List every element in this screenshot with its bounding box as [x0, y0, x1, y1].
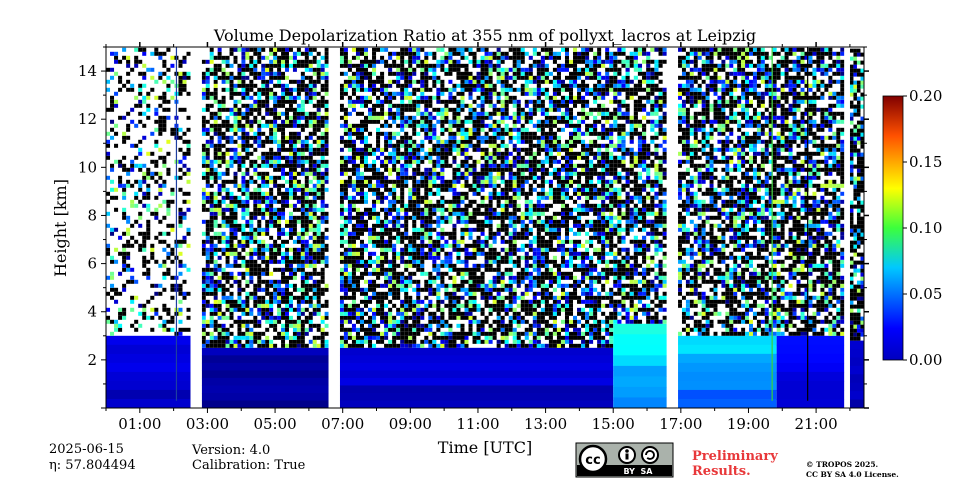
copyright-note: © TROPOS 2025.: [806, 460, 879, 469]
data-gap: [190, 47, 202, 408]
heatmap-region: [339, 47, 614, 408]
y-axis-label: Height [km]: [51, 179, 70, 277]
colorbar: [882, 95, 904, 361]
x-tick-label: 07:00: [321, 415, 364, 433]
y-tick-label: 8: [87, 206, 97, 224]
y-tick-label: 12: [78, 110, 97, 128]
x-tick-label: 03:00: [186, 415, 229, 433]
x-tick-label: 09:00: [389, 415, 432, 433]
sa-icon: [641, 446, 659, 464]
colorbar-tick-label: 0.00: [909, 351, 942, 369]
cc-by-sa-badge: cc BY SA: [575, 442, 674, 478]
data-gap: [844, 47, 850, 408]
colorbar-tick-label: 0.15: [909, 153, 942, 171]
y-tick-label: 10: [78, 158, 97, 176]
y-tick-label: 2: [87, 351, 97, 369]
heatmap-region: [678, 47, 777, 408]
x-axis-label: Time [UTC]: [438, 438, 532, 457]
footer-calibration: Calibration: True: [192, 458, 306, 473]
x-tick-label: 21:00: [794, 415, 837, 433]
cc-badge-label: BY SA: [624, 467, 654, 476]
x-tick-label: 13:00: [524, 415, 567, 433]
heatmap-region: [613, 47, 667, 408]
x-tick-label: 01:00: [118, 415, 161, 433]
chart-title: Volume Depolarization Ratio at 355 nm of…: [213, 26, 756, 45]
data-gap: [666, 47, 679, 408]
preliminary-results-note: Preliminary Results.: [692, 449, 778, 479]
colorbar-tick-label: 0.05: [909, 285, 942, 303]
colorbar-ticks: 0.00 0.05 0.10 0.15 0.20: [903, 87, 942, 369]
heatmap-region: [201, 47, 329, 408]
colorbar-tick-label: 0.10: [909, 219, 942, 237]
heatmap: [106, 47, 864, 408]
y-tick-label: 14: [78, 62, 97, 80]
footer-date: 2025-06-15: [49, 442, 124, 457]
colorbar-tick-label: 0.20: [909, 87, 942, 105]
x-tick-label: 15:00: [592, 415, 635, 433]
x-tick-label: 19:00: [727, 415, 770, 433]
y-tick-label: 4: [87, 303, 97, 321]
y-tick-label: 6: [87, 255, 97, 273]
data-gap: [328, 47, 340, 408]
heatmap-region: [849, 48, 864, 408]
x-axis: 01:00 03:00 05:00 07:00 09:00 11:00 13:00 15:00…: [105, 42, 851, 433]
y-axis: 2 4 6 8 10 12 14: [78, 46, 869, 409]
cc-icon: [578, 444, 608, 474]
heatmap-region: [776, 47, 845, 408]
footer-eta: η: 57.804494: [49, 458, 136, 473]
x-tick-label: 11:00: [456, 415, 499, 433]
plot-frame: [105, 46, 865, 409]
x-tick-label: 05:00: [253, 415, 296, 433]
x-tick-label: 17:00: [659, 415, 702, 433]
heatmap-region: [106, 47, 191, 408]
footer-version: Version: 4.0: [192, 443, 271, 458]
license-note: CC BY SA 4.0 License.: [806, 470, 899, 479]
